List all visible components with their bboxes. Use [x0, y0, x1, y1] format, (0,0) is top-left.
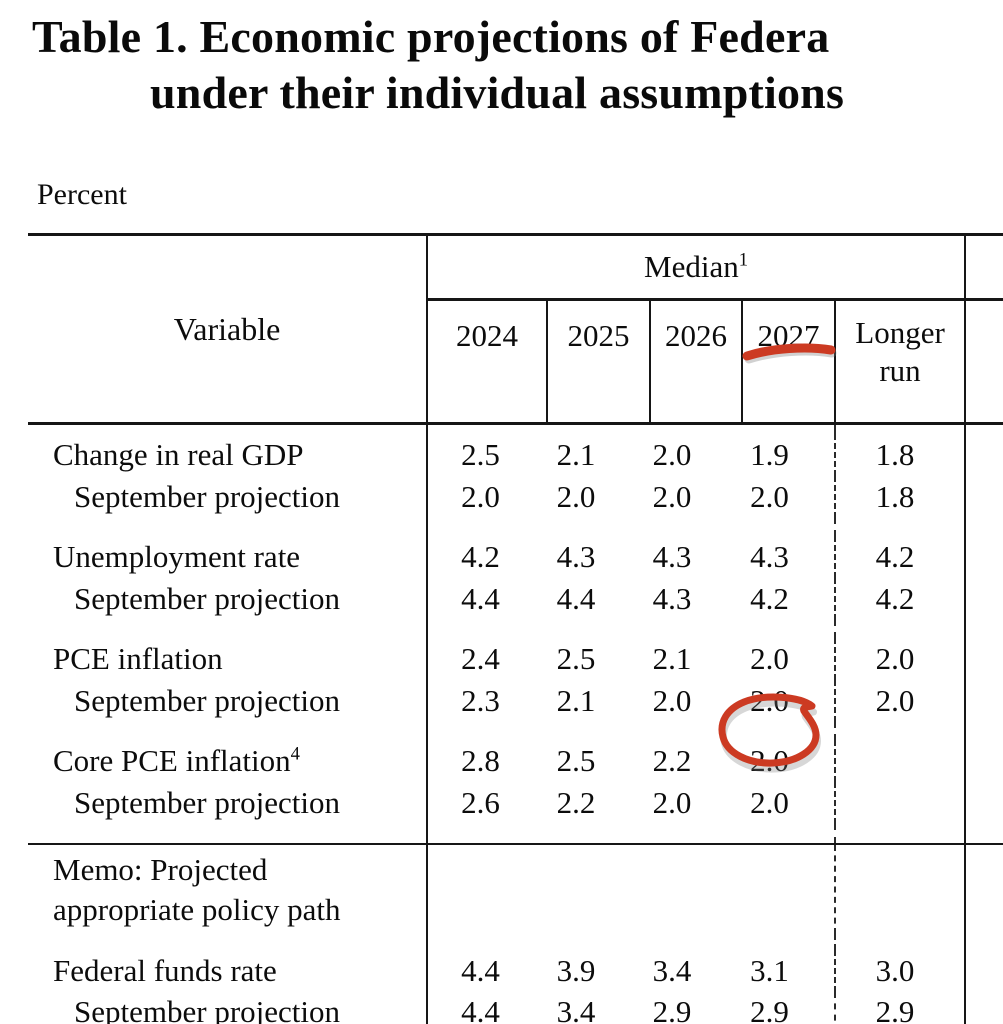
value-cell: 2.1 — [556, 436, 596, 472]
value-cell: 2.5 — [556, 640, 596, 676]
value-cell: 2.0 — [652, 436, 692, 472]
value-cell: 4.3 — [652, 538, 692, 574]
header-year-row: 2024 2025 2026 2027 Longer run — [28, 298, 1003, 425]
value-cell: 2.0 — [652, 478, 692, 514]
value-cell: 4.3 — [652, 580, 692, 616]
value-cell: 2.0 — [742, 475, 836, 518]
row-label: September projection — [28, 991, 428, 1024]
value-cell: 2.9 — [650, 991, 742, 1024]
cutoff-column-subheader — [965, 298, 1003, 425]
median-group-header: Median1 — [427, 233, 967, 301]
value-cell: 2.9 — [835, 991, 967, 1024]
row-label: September projection — [28, 781, 428, 824]
value-cell: 4.2 — [742, 577, 836, 620]
value-cell: 4.3 — [742, 535, 836, 578]
value-cell: 2.4 — [461, 640, 500, 676]
value-cell: 2.2 — [652, 742, 692, 778]
table-title-line1: Table 1. Economic projections of Federa — [32, 11, 830, 62]
value-cell: 2.5 — [556, 742, 596, 778]
value-cell: 2.0 — [742, 781, 836, 824]
row-label: Unemployment rate — [28, 535, 428, 578]
value-cell: 2.0 — [652, 784, 692, 820]
column-header-2024: 2024 — [427, 298, 548, 425]
value-cell: 3.4 — [652, 952, 692, 988]
spacer-row — [28, 517, 1003, 536]
value-cell: 4.4 — [427, 991, 547, 1024]
table-row: Federal funds rate 4.4 3.9 3.4 3.1 3.0 — [28, 949, 1003, 992]
table-row: September projection 4.4 3.4 2.9 2.9 2.9 — [28, 991, 1003, 1024]
median-footnote-marker: 1 — [738, 249, 749, 271]
value-cell: 2.0 — [742, 679, 836, 722]
value-cell: 2.0 — [835, 637, 967, 680]
projections-table: Variable Median1 2024 2025 2026 2027 Lon… — [28, 233, 1003, 1024]
spacer-row — [28, 619, 1003, 638]
table-row: Core PCE inflation4 2.8 2.5 2.2 2.0 — [28, 739, 1003, 782]
value-cell: 2.0 — [835, 679, 967, 722]
table-row: September projection 2.6 2.2 2.0 2.0 — [28, 781, 1003, 824]
value-cell: 2.1 — [652, 640, 692, 676]
median-label: Median — [644, 249, 739, 284]
table-title-line2: under their individual assumptions — [150, 67, 845, 118]
row-label: September projection — [28, 475, 428, 518]
row-label: September projection — [28, 679, 428, 722]
column-header-2026: 2026 — [650, 298, 743, 425]
value-cell: 2.0 — [742, 637, 836, 680]
value-cell: 3.4 — [547, 991, 650, 1024]
value-cell: 1.8 — [835, 433, 967, 476]
value-cell: 4.2 — [461, 538, 500, 574]
unit-label: Percent — [37, 178, 127, 211]
value-cell: 3.1 — [742, 949, 836, 992]
value-cell: 2.1 — [556, 682, 596, 718]
value-cell: 1.8 — [835, 475, 967, 518]
value-cell: 2.5 — [461, 436, 500, 472]
value-cell: 2.0 — [461, 478, 500, 514]
table-row: September projection 2.0 2.0 2.0 2.0 1.8 — [28, 475, 1003, 518]
table-row: September projection 4.4 4.4 4.3 4.2 4.2 — [28, 577, 1003, 620]
value-cell: 4.2 — [835, 577, 967, 620]
value-cell: 4.4 — [461, 580, 500, 616]
value-cell: 4.3 — [556, 538, 596, 574]
spacer-row — [28, 933, 1003, 950]
table-row: Unemployment rate 4.2 4.3 4.3 4.3 4.2 — [28, 535, 1003, 578]
value-cell: 3.0 — [835, 949, 967, 992]
value-cell: 3.9 — [556, 952, 596, 988]
value-cell: 4.2 — [835, 535, 967, 578]
column-header-longer-run: Longer run — [835, 298, 967, 425]
value-cell: 1.9 — [742, 433, 836, 476]
row-label: Core PCE inflation4 — [28, 739, 428, 782]
row-label: September projection — [28, 577, 428, 620]
header-group-row: Variable Median1 — [28, 233, 1003, 425]
value-cell: 4.4 — [556, 580, 596, 616]
column-header-2025: 2025 — [547, 298, 651, 425]
value-cell: 2.0 — [742, 739, 836, 782]
value-cell: 2.9 — [742, 991, 836, 1024]
row-label: Change in real GDP — [28, 433, 428, 476]
row-label: PCE inflation — [28, 637, 428, 680]
cutoff-column-header — [965, 233, 1003, 301]
value-cell: 2.3 — [461, 682, 500, 718]
table-row: September projection 2.3 2.1 2.0 2.0 2.0 — [28, 679, 1003, 722]
table-row: Change in real GDP 2.5 2.1 2.0 1.9 1.8 — [28, 433, 1003, 476]
value-cell: 2.0 — [556, 478, 596, 514]
variable-column-header: Variable — [28, 233, 428, 425]
value-cell: 2.0 — [652, 682, 692, 718]
value-cell — [835, 781, 967, 824]
value-cell: 4.4 — [461, 952, 500, 988]
table-row: PCE inflation 2.4 2.5 2.1 2.0 2.0 — [28, 637, 1003, 680]
column-header-2027: 2027 — [742, 298, 836, 425]
value-cell: 2.6 — [461, 784, 500, 820]
value-cell: 2.2 — [556, 784, 596, 820]
spacer-row — [28, 721, 1003, 740]
value-cell — [835, 739, 967, 782]
row-label: Federal funds rate — [28, 949, 428, 992]
memo-heading: Memo: Projected appropriate policy path — [28, 842, 428, 934]
spacer-row — [28, 823, 1003, 844]
value-cell: 2.8 — [461, 742, 500, 778]
memo-heading-row: Memo: Projected appropriate policy path — [28, 842, 1003, 934]
spacer-row — [28, 423, 1003, 434]
